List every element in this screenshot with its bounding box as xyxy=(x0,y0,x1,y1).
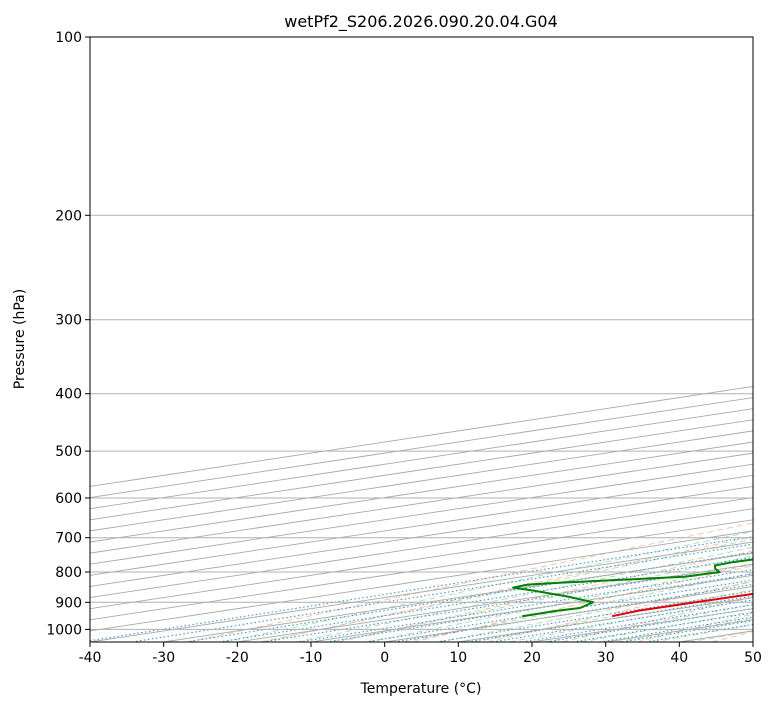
x-tick-label: 0 xyxy=(380,650,389,666)
y-tick-label: 100 xyxy=(55,30,82,46)
chart-title: wetPf2_S206.2026.090.20.04.G04 xyxy=(284,12,558,32)
isotherm-line xyxy=(90,519,753,621)
profile-series xyxy=(512,558,753,618)
isotherm-line xyxy=(90,452,753,554)
mixing-ratio-line xyxy=(218,556,753,642)
x-tick-label: 50 xyxy=(744,650,762,666)
x-tick-label: 10 xyxy=(449,650,467,666)
mixing-ratio-line xyxy=(262,563,753,642)
mixing-ratio-line xyxy=(299,569,753,642)
y-tick-label: 400 xyxy=(55,387,82,403)
x-tick-label: 20 xyxy=(523,650,541,666)
x-tick-label: -40 xyxy=(79,650,102,666)
isotherm-line xyxy=(90,530,753,632)
x-tick-label: -20 xyxy=(226,650,249,666)
dry-adiabat xyxy=(188,522,753,642)
y-tick-label: 800 xyxy=(55,565,82,581)
mixing-ratio-line xyxy=(599,616,753,642)
isotherm-line xyxy=(90,463,753,565)
y-tick-label: 600 xyxy=(55,491,82,507)
y-axis-label: Pressure (hPa) xyxy=(12,289,28,389)
isotherm-line xyxy=(90,485,753,587)
y-axis-ticks: 100 200 300 400 500 600 700 800 900 1000 xyxy=(46,30,90,638)
mixing-ratio-line xyxy=(572,612,753,642)
isotherm-line xyxy=(90,474,753,576)
x-tick-label: 30 xyxy=(597,650,615,666)
y-tick-label: 900 xyxy=(55,595,82,611)
x-axis-ticks: -40 -30 -20 -10 0 10 20 30 40 50 xyxy=(79,642,762,666)
dry-adiabats xyxy=(188,522,753,642)
mixing-ratio-line xyxy=(185,551,753,642)
y-tick-label: 500 xyxy=(55,444,82,460)
isotherm-line xyxy=(90,497,753,599)
isotherm-line xyxy=(90,441,753,543)
x-tick-label: 40 xyxy=(670,650,688,666)
y-tick-label: 300 xyxy=(55,313,82,329)
isobars xyxy=(90,37,753,630)
x-tick-label: -30 xyxy=(152,650,175,666)
mixing-ratio-lines xyxy=(90,536,753,642)
isotherm-line xyxy=(90,508,753,610)
y-tick-label: 1000 xyxy=(46,622,82,638)
x-axis-label: Temperature (°C) xyxy=(360,681,482,697)
y-tick-label: 200 xyxy=(55,208,82,224)
moist-adiabat xyxy=(403,572,753,642)
y-tick-label: 700 xyxy=(55,531,82,547)
moist-adiabat xyxy=(332,555,753,642)
dry-adiabat xyxy=(562,596,753,642)
moist-adiabat xyxy=(223,530,753,642)
isotherms xyxy=(90,385,753,642)
mixing-ratio-line xyxy=(131,543,753,642)
x-tick-label: -10 xyxy=(300,650,323,666)
moist-adiabat xyxy=(473,589,753,642)
dry-adiabat xyxy=(412,565,753,642)
dry-adiabat xyxy=(338,550,753,642)
plot-frame xyxy=(89,36,754,643)
dewpoint-line xyxy=(512,558,753,618)
